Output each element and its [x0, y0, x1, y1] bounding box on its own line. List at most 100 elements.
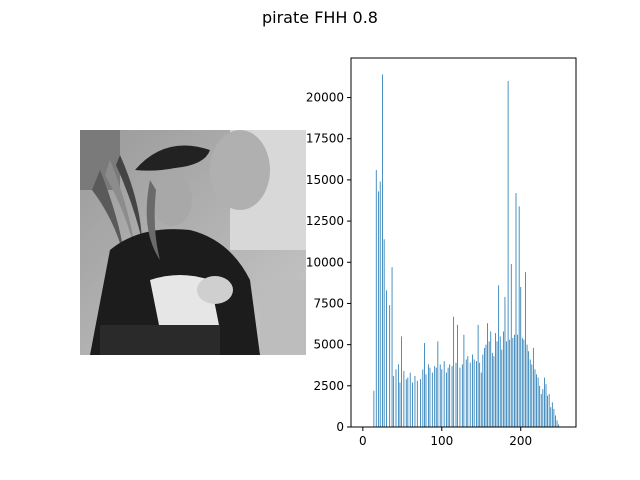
figure-title: pirate FHH 0.8 — [262, 8, 378, 27]
histogram-bar — [416, 380, 418, 428]
histogram-bar — [551, 402, 553, 427]
histogram-bar — [528, 351, 530, 427]
histogram-bar — [434, 366, 436, 427]
histogram-bar — [510, 263, 512, 427]
histogram-bar — [488, 341, 490, 427]
pirate-photo — [80, 130, 306, 355]
y-tick-label: 7500 — [313, 296, 344, 310]
histogram-bar — [540, 394, 542, 427]
x-axis: 0 100 200 — [359, 427, 532, 448]
histogram-bar — [501, 349, 503, 427]
x-tick-label: 200 — [509, 434, 532, 448]
y-tick-label: 20000 — [306, 91, 344, 105]
histogram-bar — [509, 339, 511, 427]
histogram-bar — [490, 331, 492, 427]
x-tick-label: 100 — [430, 434, 453, 448]
histogram-bar — [520, 286, 522, 427]
histogram-bar — [479, 362, 481, 427]
histogram-bar — [534, 369, 536, 427]
histogram-bar — [514, 334, 515, 427]
histogram-bar — [495, 333, 496, 427]
histogram-bar — [443, 361, 445, 427]
histogram-bar — [518, 206, 520, 427]
histogram-bar — [477, 324, 479, 427]
histogram-bar — [378, 191, 380, 427]
histogram-bar — [407, 377, 409, 427]
histogram-bar — [512, 338, 514, 427]
y-tick-label: 2500 — [313, 379, 344, 393]
histogram-bar — [547, 395, 548, 427]
histogram-bar — [439, 364, 441, 427]
histogram-bar — [542, 389, 544, 427]
histogram-bar — [409, 372, 411, 427]
y-tick-label: 12500 — [306, 214, 344, 228]
histogram-bar — [504, 296, 506, 427]
histogram-bar — [457, 324, 458, 427]
histogram-bar — [487, 323, 488, 427]
histogram-bar — [405, 379, 407, 427]
histogram-bar — [412, 382, 413, 427]
histogram-bar — [526, 344, 528, 427]
histogram-bar — [386, 290, 387, 427]
histogram-bar — [485, 344, 487, 427]
histogram-bar — [548, 394, 550, 427]
histogram-bar — [397, 364, 399, 427]
histogram-bar — [431, 372, 433, 427]
histogram-bar — [515, 193, 517, 427]
histogram-bar — [420, 379, 421, 427]
histogram-bar — [473, 359, 475, 427]
plot-frame — [350, 57, 577, 428]
histogram-bar — [373, 390, 375, 427]
histogram-bar — [507, 81, 509, 427]
histogram-bar — [391, 267, 393, 427]
histogram-bar — [506, 341, 507, 427]
histogram-bar — [451, 366, 453, 427]
histogram-bar — [449, 364, 451, 427]
histogram-bar — [429, 367, 431, 427]
histogram-bar — [499, 336, 501, 427]
histogram-bar — [437, 341, 439, 427]
histogram-bar — [523, 339, 525, 427]
histogram-bar — [498, 285, 500, 427]
y-tick-label: 10000 — [306, 255, 344, 269]
histogram-bar — [491, 352, 493, 427]
histogram-bar — [382, 74, 383, 427]
histogram-bar — [484, 347, 485, 427]
histogram-bar — [476, 361, 477, 427]
x-tick-label: 0 — [359, 434, 367, 448]
histogram-bar — [393, 375, 395, 427]
histogram-bar — [414, 375, 416, 427]
histogram-bar — [555, 415, 556, 427]
histogram-bar — [446, 372, 447, 427]
histogram-bar — [422, 369, 424, 427]
histogram-bar — [532, 347, 534, 427]
histogram-bar — [517, 334, 518, 427]
y-axis: 0 2500 5000 7500 10000 12500 15000 17500 20000 — [306, 91, 351, 434]
histogram-bar — [558, 424, 560, 427]
histogram-bar — [389, 305, 391, 427]
histogram-bar — [395, 369, 397, 427]
histogram-bar — [531, 364, 533, 427]
y-tick-label: 5000 — [313, 338, 344, 352]
y-tick-label: 17500 — [306, 132, 344, 146]
histogram-bar — [496, 341, 498, 427]
histogram-bar — [425, 374, 427, 427]
histogram-bar — [465, 359, 467, 427]
histogram-bar — [463, 334, 465, 427]
histogram-bar — [472, 354, 473, 427]
y-tick-label: 15000 — [306, 173, 344, 187]
histogram-bar — [459, 367, 461, 427]
histogram-bar — [447, 367, 449, 427]
histogram-bar — [493, 356, 495, 427]
histogram-bar — [467, 356, 469, 427]
histogram-bar — [482, 354, 484, 427]
histogram-bar — [453, 316, 455, 427]
histogram-bar — [537, 377, 539, 427]
histogram-bar — [545, 384, 547, 427]
histogram-bar — [375, 170, 377, 427]
histogram-bar — [403, 370, 405, 427]
histogram-bar — [455, 362, 457, 427]
histogram-bar — [539, 385, 541, 427]
